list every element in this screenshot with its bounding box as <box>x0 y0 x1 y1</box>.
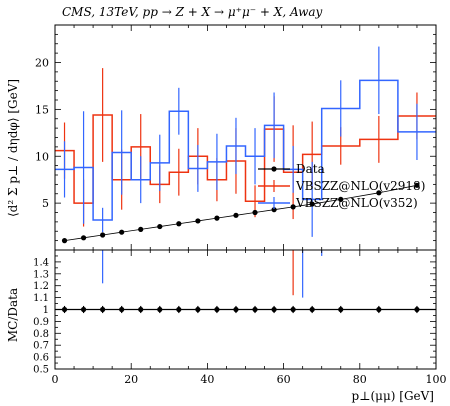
ratio-y-tick-label: 1.2 <box>33 281 49 292</box>
ratio-x-tick-label: 40 <box>200 373 214 386</box>
ratio-x-tick-label: 100 <box>426 373 447 386</box>
ratio-data-point <box>252 306 258 313</box>
data-point <box>414 182 420 188</box>
legend-data-label: Data <box>296 162 325 176</box>
data-point <box>290 204 296 210</box>
data-point <box>176 221 182 227</box>
ratio-y-tick-label: 1.4 <box>33 257 49 268</box>
ratio-data-point <box>157 306 163 313</box>
ratio-data-point <box>80 306 87 313</box>
data-point <box>252 209 258 216</box>
main-y-tick-label: 10 <box>35 150 49 163</box>
ratio-data-point <box>61 306 68 313</box>
data-point <box>157 223 163 230</box>
ratio-y-tick-label: 1.3 <box>33 269 49 280</box>
ratio-data-point <box>119 306 125 313</box>
ratio-y-tick-label: 0.5 <box>33 365 49 376</box>
main-y-tick-label: 15 <box>35 103 49 116</box>
data-point <box>61 238 68 244</box>
data-point <box>271 207 277 213</box>
ratio-y-tick-label: 0.8 <box>33 329 49 340</box>
main-panel: 5 10 15 20 Data VBSZZ@NLO(v2918) VBSZZ@NLO(… <box>6 24 437 251</box>
data-point <box>119 229 125 235</box>
ratio-axes: 0.50.60.70.80.911.11.21.31.4 0 20 40 60 80 100 <box>33 249 447 386</box>
ratio-x-axis-label: p⊥(μμ) [GeV] <box>352 389 434 403</box>
data-point <box>100 232 106 238</box>
data-point <box>338 196 344 202</box>
main-series-layer <box>55 46 436 244</box>
ratio-y-tick-label: 0.6 <box>33 353 49 364</box>
ratio-y-tick-label: 0.9 <box>33 317 49 328</box>
ratio-data-point <box>233 306 239 313</box>
ratio-x-tick-label: 60 <box>277 373 291 386</box>
data-point <box>138 226 144 232</box>
ratio-data-point <box>195 306 201 313</box>
ratio-data-point <box>290 306 296 313</box>
ratio-data-point <box>338 306 344 313</box>
legend: Data VBSZZ@NLO(v2918) VBSZZ@NLO(v352) <box>258 162 425 210</box>
ratio-data-point <box>214 306 220 313</box>
data-point <box>80 235 87 241</box>
ratio-data-point <box>271 306 277 313</box>
ratio-x-tick-label: 80 <box>353 373 367 386</box>
ratio-x-tick-label: 0 <box>52 373 59 386</box>
series-data-line <box>64 184 418 242</box>
ratio-data-point <box>138 306 144 313</box>
data-point <box>214 215 220 221</box>
ratio-y-axis-label: MC/Data <box>6 288 20 342</box>
chart-title: CMS, 13TeV, pp → Z + X → μ⁺μ⁻ + X, Away <box>62 5 323 19</box>
ratio-panel: 0.50.60.70.80.911.11.21.31.4 0 20 40 60 80 100… <box>6 249 447 403</box>
ratio-y-tick-label: 1 <box>43 305 49 316</box>
ratio-x-tick-label: 20 <box>124 373 138 386</box>
legend-data-dot <box>271 166 277 172</box>
ratio-y-tick-label: 1.1 <box>33 293 49 304</box>
main-y-tick-label: 20 <box>35 57 49 70</box>
ratio-data-point <box>176 306 182 313</box>
main-y-tick-label: 5 <box>42 197 49 210</box>
ratio-data-point <box>100 306 106 313</box>
main-axes: 5 10 15 20 <box>35 24 437 251</box>
data-point <box>376 190 382 196</box>
ratio-series-layer <box>55 250 436 314</box>
ratio-data-point <box>376 306 382 313</box>
legend-v2918-label: VBSZZ@NLO(v2918) <box>295 179 425 193</box>
data-point <box>309 201 315 207</box>
data-point <box>195 218 201 224</box>
main-y-axis-label: ⟨d² Σ p⊥ / dηdφ⟩ [GeV] <box>6 79 20 217</box>
ratio-data-point <box>414 306 420 313</box>
data-point <box>233 212 239 218</box>
ratio-y-tick-label: 0.7 <box>33 341 49 352</box>
legend-v352-label: VBSZZ@NLO(v352) <box>295 196 418 210</box>
ratio-data-point <box>309 306 315 313</box>
